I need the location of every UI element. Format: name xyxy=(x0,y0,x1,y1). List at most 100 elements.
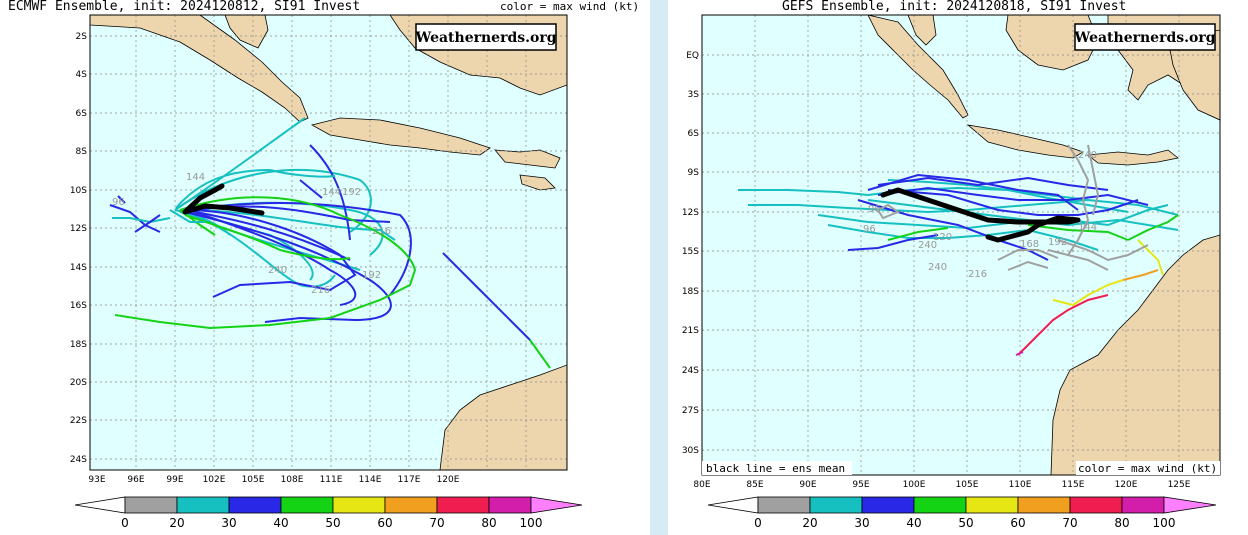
lat-label: 18S xyxy=(682,287,699,297)
hour-label: 144 xyxy=(186,172,205,183)
lat-label: 18S xyxy=(70,340,87,350)
lat-label: 12S xyxy=(70,224,87,234)
lon-label: 80E xyxy=(693,480,710,490)
lon-label: 117E xyxy=(398,475,421,485)
colorbar-label: 20 xyxy=(169,516,184,530)
hour-label: 96 xyxy=(863,224,876,235)
malay-land xyxy=(224,15,269,49)
lat-axis: EQ 3S 6S 9S 12S 15S 18S 21S 24S 27S 30S xyxy=(682,51,699,456)
hour-label: 96 xyxy=(112,197,125,208)
lesser-sunda-land xyxy=(1086,149,1179,166)
colorbar-label: 70 xyxy=(1062,516,1077,530)
wind-colorbar xyxy=(707,496,1217,514)
lon-axis: 80E 85E 90E 95E 100E 105E 110E 115E 120E… xyxy=(693,480,1190,490)
ecmwf-panel: ECMWF Ensemble, init: 2024120812, SI91 I… xyxy=(0,0,650,535)
gridlines xyxy=(702,15,1220,475)
malay-land xyxy=(907,15,937,46)
lat-label: 9S xyxy=(688,168,700,178)
lat-label: 15S xyxy=(682,247,699,257)
colorbar-label: 100 xyxy=(1153,516,1176,530)
lon-label: 110E xyxy=(1009,480,1032,490)
lon-label: 114E xyxy=(359,475,382,485)
legend-box-left xyxy=(702,461,852,475)
java-land xyxy=(966,124,1084,159)
lat-label: 22S xyxy=(70,416,87,426)
lon-label: 96E xyxy=(127,475,144,485)
sumatra-land xyxy=(867,15,969,119)
java-land xyxy=(310,117,491,156)
lon-label: 105E xyxy=(242,475,265,485)
colorbar-label: 40 xyxy=(273,516,288,530)
lon-label: 99E xyxy=(166,475,183,485)
lon-label: 120E xyxy=(1115,480,1138,490)
lat-label: 3S xyxy=(688,90,700,100)
lat-label: 6S xyxy=(688,129,700,139)
hour-label: 240 xyxy=(268,265,287,276)
hour-label: 240 xyxy=(1078,150,1097,161)
map-frame xyxy=(89,14,568,471)
lon-label: 85E xyxy=(746,480,763,490)
lat-label: 12S xyxy=(682,208,699,218)
colorbar-label: 80 xyxy=(1114,516,1129,530)
island-land xyxy=(519,174,556,191)
lon-label: 93E xyxy=(88,475,105,485)
colorbar-label: 100 xyxy=(520,516,543,530)
ecmwf-map: 96 144 144 192 216 240 192 216 Weatherne… xyxy=(70,14,583,530)
colorbar-label: 50 xyxy=(325,516,340,530)
lon-axis: 93E 96E 99E 102E 105E 108E 111E 114E 117… xyxy=(88,475,459,485)
wind-colorbar xyxy=(74,496,583,514)
lat-label: 27S xyxy=(682,406,699,416)
lat-label: 20S xyxy=(70,378,87,388)
hour-label: 120 xyxy=(933,232,952,243)
hour-label: 192 xyxy=(1048,237,1067,248)
lon-label: 105E xyxy=(956,480,979,490)
lat-label: EQ xyxy=(686,51,699,61)
lon-label: 125E xyxy=(1168,480,1191,490)
lat-label: 8S xyxy=(76,147,88,157)
lat-label: 16S xyxy=(70,301,87,311)
lat-label: 24S xyxy=(70,455,87,465)
colorbar-label: 80 xyxy=(481,516,496,530)
lon-label: 115E xyxy=(1062,480,1085,490)
watermark: Weathernerds.org xyxy=(415,30,557,46)
watermark-box xyxy=(415,23,557,51)
gefs-map: 96 96 120 240 240 216 168 192 144 240 We… xyxy=(682,14,1221,530)
colorbar-label: 70 xyxy=(429,516,444,530)
colorbar-label: 60 xyxy=(1010,516,1025,530)
colorbar-labels: 0 20 30 40 50 60 70 80 100 xyxy=(754,516,1175,530)
gefs-title: GEFS Ensemble, init: 2024120818, SI91 In… xyxy=(782,0,1127,14)
colorbar-label: 60 xyxy=(377,516,392,530)
colorbar-labels: 0 20 30 40 50 60 70 80 100 xyxy=(121,516,542,530)
hour-label: 192 xyxy=(342,187,361,198)
colorbar-label: 30 xyxy=(854,516,869,530)
mean-track xyxy=(880,187,1081,243)
lat-label: 14S xyxy=(70,263,87,273)
lat-label: 30S xyxy=(682,446,699,456)
hour-label: 240 xyxy=(918,240,937,251)
lesser-sunda-land xyxy=(494,149,561,169)
watermark: Weathernerds.org xyxy=(1074,30,1216,46)
wind-legend: color = max wind (kt) xyxy=(1078,462,1217,475)
hour-label: 144 xyxy=(1078,222,1097,233)
lon-label: 120E xyxy=(437,475,460,485)
colorbar-label: 20 xyxy=(802,516,817,530)
lon-label: 102E xyxy=(203,475,226,485)
lat-axis: 2S 4S 6S 8S 10S 12S 14S 16S 18S 20S 22S … xyxy=(70,32,87,465)
hour-label: 216 xyxy=(311,285,330,296)
eastern-islands-land xyxy=(1167,29,1220,121)
lon-label: 108E xyxy=(281,475,304,485)
australia-land xyxy=(439,364,567,470)
lon-label: 90E xyxy=(799,480,816,490)
hour-label: 216 xyxy=(968,269,987,280)
lon-label: 111E xyxy=(320,475,343,485)
colorbar-label: 0 xyxy=(121,516,129,530)
lon-label: 95E xyxy=(852,480,869,490)
hour-label: 216 xyxy=(372,226,391,237)
lat-label: 2S xyxy=(76,32,88,42)
colorbar-label: 30 xyxy=(221,516,236,530)
gefs-panel: GEFS Ensemble, init: 2024120818, SI91 In… xyxy=(668,0,1248,535)
hour-label: 96 xyxy=(868,204,881,215)
lat-label: 10S xyxy=(70,186,87,196)
watermark-box xyxy=(1074,23,1216,51)
lat-label: 4S xyxy=(76,70,88,80)
